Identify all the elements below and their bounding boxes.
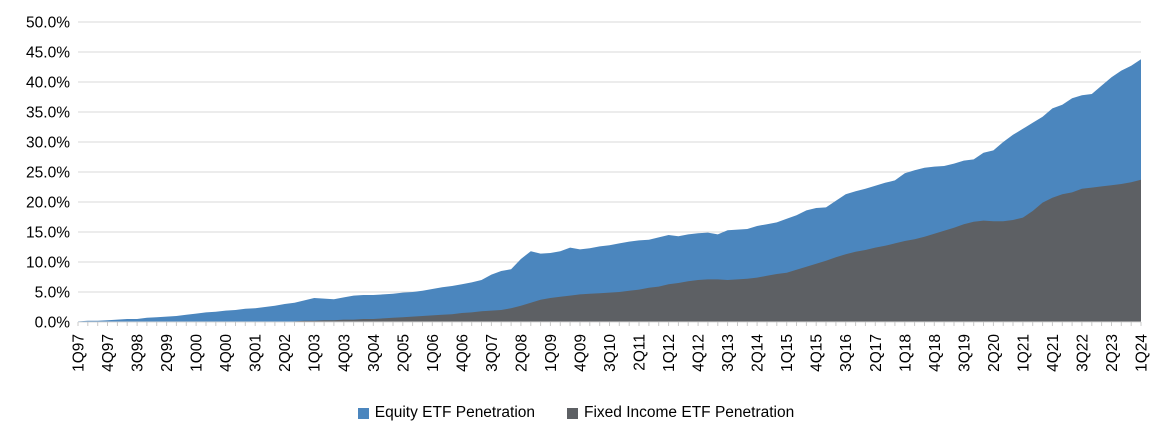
x-axis-label-4Q97: 4Q97	[100, 334, 117, 372]
x-axis-label-4Q15: 4Q15	[809, 334, 826, 372]
x-axis-label-1Q97: 1Q97	[71, 334, 88, 372]
y-axis-label-50pct: 50.0%	[26, 15, 70, 32]
x-axis-label-4Q06: 4Q06	[454, 334, 471, 372]
fixed-income-legend-label: Fixed Income ETF Penetration	[584, 404, 795, 422]
legend-item-fixed-income: Fixed Income ETF Penetration	[567, 405, 794, 421]
x-axis-label-1Q00: 1Q00	[189, 334, 206, 372]
fixed-income-legend-swatch	[567, 407, 579, 419]
y-axis-label-30pct: 30.0%	[26, 135, 70, 152]
x-axis-label-2Q11: 2Q11	[632, 334, 649, 371]
x-axis-label-4Q12: 4Q12	[691, 334, 708, 372]
x-axis-label-3Q01: 3Q01	[248, 334, 265, 372]
x-axis-label-1Q06: 1Q06	[425, 334, 442, 372]
x-axis-label-1Q03: 1Q03	[307, 334, 324, 372]
x-axis-label-3Q19: 3Q19	[956, 334, 973, 372]
x-axis-label-3Q07: 3Q07	[484, 334, 501, 372]
x-axis-label-4Q21: 4Q21	[1045, 334, 1062, 372]
x-axis-label-3Q22: 3Q22	[1074, 334, 1091, 372]
x-axis-label-3Q13: 3Q13	[720, 334, 737, 372]
x-axis-label-3Q10: 3Q10	[602, 334, 619, 372]
x-axis-label-1Q12: 1Q12	[661, 334, 678, 372]
y-axis-label-45pct: 45.0%	[26, 45, 70, 62]
x-axis-label-1Q18: 1Q18	[897, 334, 914, 372]
y-axis-label-20pct: 20.0%	[26, 195, 70, 212]
x-axis-label-3Q16: 3Q16	[838, 334, 855, 372]
x-axis-label-1Q15: 1Q15	[779, 334, 796, 372]
legend-item-equity: Equity ETF Penetration	[357, 404, 536, 422]
y-axis-label-5pct: 5.0%	[35, 285, 71, 302]
x-axis-label-2Q20: 2Q20	[986, 334, 1003, 372]
y-axis-label-0pct: 0.0%	[35, 315, 71, 332]
chart-legend: Equity ETF Penetration Fixed Income ETF …	[0, 401, 1152, 425]
x-axis-label-2Q02: 2Q02	[277, 334, 294, 372]
x-axis-label-1Q24: 1Q24	[1134, 334, 1151, 372]
x-axis-label-4Q00: 4Q00	[218, 334, 235, 372]
y-axis-label-35pct: 35.0%	[26, 105, 70, 122]
fixed-income-area-series	[78, 179, 1141, 322]
x-axis-label-2Q23: 2Q23	[1104, 334, 1121, 372]
x-axis-label-2Q17: 2Q17	[868, 334, 885, 372]
x-axis-label-1Q21: 1Q21	[1015, 334, 1032, 372]
y-axis-label-25pct: 25.0%	[26, 165, 70, 182]
x-axis-label-2Q05: 2Q05	[395, 334, 412, 372]
x-axis-label-1Q09: 1Q09	[543, 334, 560, 372]
x-axis-label-4Q09: 4Q09	[573, 334, 590, 372]
x-axis-label-4Q03: 4Q03	[336, 334, 353, 372]
y-axis-label-10pct: 10.0%	[26, 255, 70, 272]
x-axis-label-3Q04: 3Q04	[366, 334, 383, 372]
x-axis-label-2Q14: 2Q14	[750, 334, 767, 372]
x-axis-label-2Q99: 2Q99	[159, 334, 176, 372]
plot-area: 0.0% 5.0% 10.0% 15.0% 20.0% 25.0% 30.0% 35.0% 40…	[26, 15, 1151, 372]
x-axis-label-2Q08: 2Q08	[513, 334, 530, 372]
x-axis-label-4Q18: 4Q18	[927, 334, 944, 372]
x-axis-label-3Q98: 3Q98	[130, 334, 147, 372]
equity-legend-swatch	[357, 407, 369, 419]
y-axis-label-40pct: 40.0%	[26, 75, 70, 92]
equity-legend-label: Equity ETF Penetration	[374, 404, 536, 422]
y-axis-label-15pct: 15.0%	[26, 225, 70, 242]
